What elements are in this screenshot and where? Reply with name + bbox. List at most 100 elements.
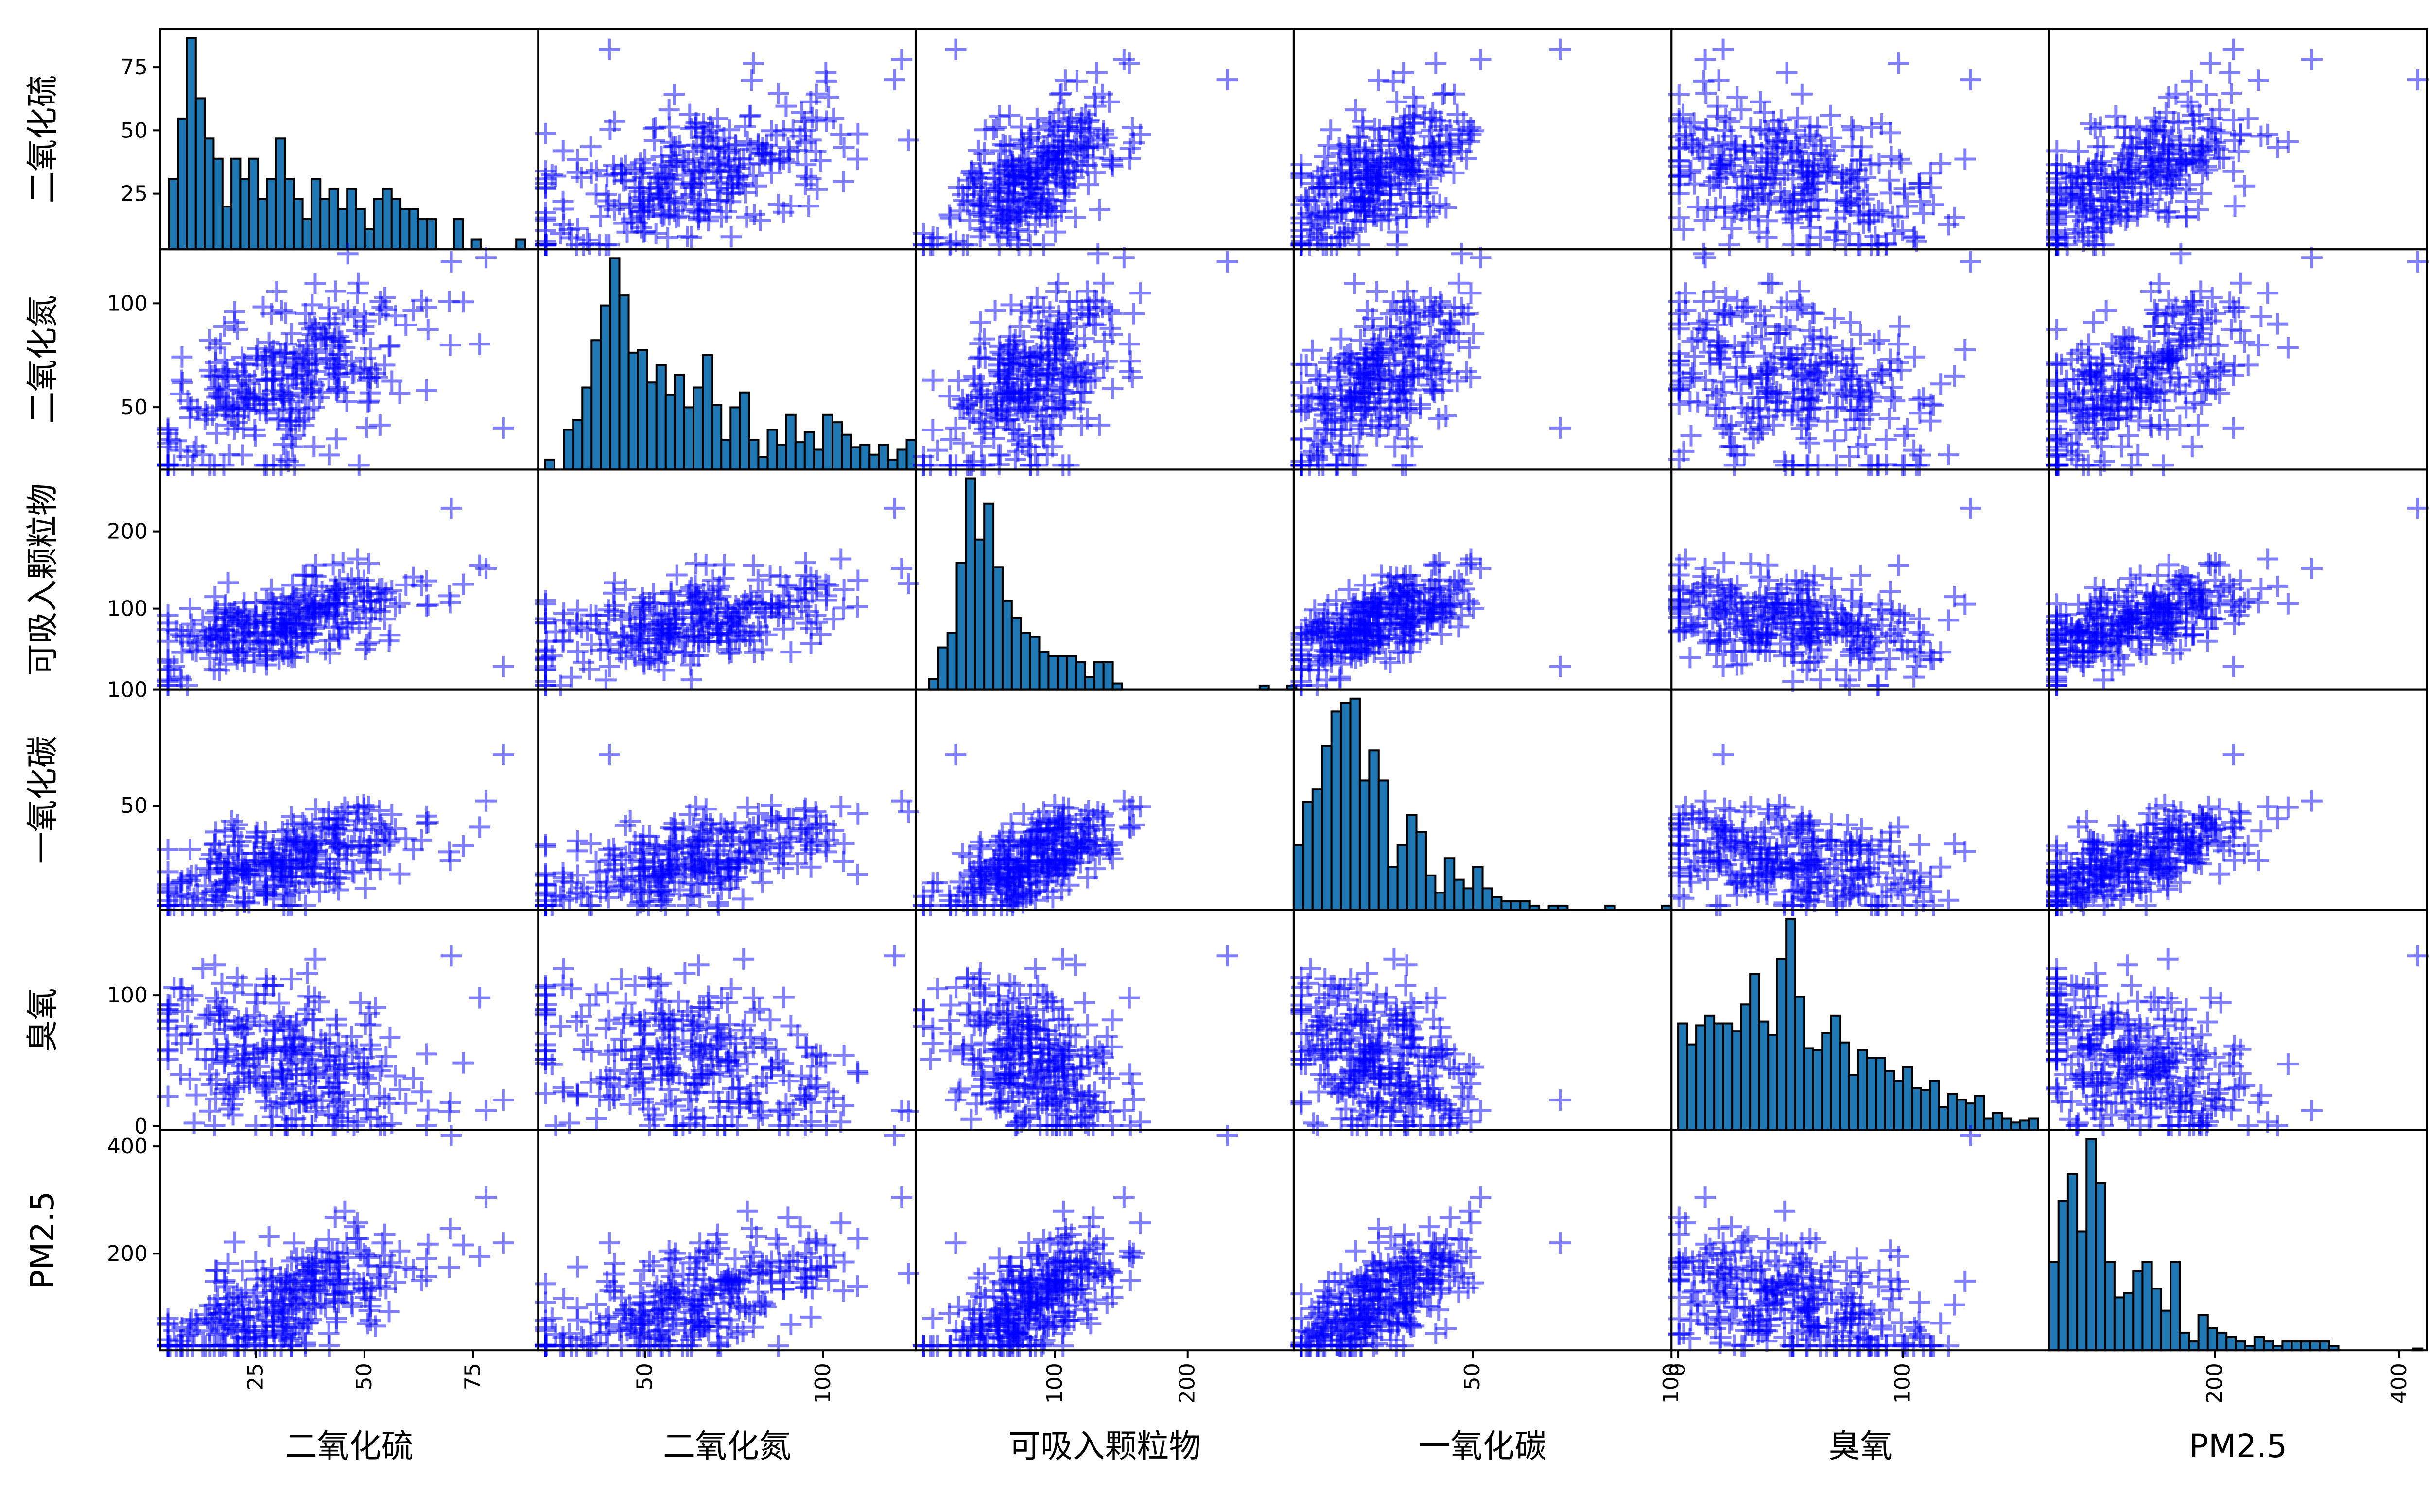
scatter-point [806, 178, 828, 200]
scatter-point [663, 84, 685, 105]
scatter-point [1342, 218, 1364, 240]
scatter-point [1010, 300, 1032, 322]
scatter-point [550, 223, 572, 244]
scatter-point [1884, 390, 1906, 412]
scatter-point [452, 573, 474, 595]
scatter-point [1888, 554, 1909, 576]
scatter-point [1798, 154, 1820, 176]
scatter-point [2230, 272, 2252, 294]
scatter-point [986, 177, 1007, 199]
scatter-point [800, 129, 822, 151]
histogram-bar [346, 188, 357, 251]
scatter-point [1456, 361, 1477, 382]
scatter-point [209, 333, 231, 355]
scatter-point [1102, 155, 1124, 177]
histogram-bar [301, 218, 312, 251]
scatter-point [1954, 148, 1976, 170]
histogram-bar [887, 458, 899, 471]
scatter-point [2181, 436, 2203, 458]
scatter-point [1863, 333, 1885, 355]
panel-2-1 [535, 468, 920, 696]
scatter-point [1402, 159, 1424, 181]
scatter-point [1062, 159, 1084, 181]
scatter-point [1693, 243, 1715, 265]
panel-1-2 [913, 243, 1295, 476]
histogram-bar [1001, 600, 1013, 691]
scatter-point [1823, 430, 1845, 452]
scatter-point [1930, 153, 1952, 175]
scatter-point [973, 422, 995, 444]
scatter-point [1077, 174, 1099, 196]
scatter-point [2257, 282, 2279, 304]
scatter-point [595, 234, 617, 256]
scatter-point [1044, 166, 1066, 188]
scatter-point [1840, 311, 1861, 333]
scatter-point [369, 414, 391, 436]
scatter-point [2152, 122, 2174, 144]
scatter-point [469, 333, 491, 355]
scatter-point [1119, 137, 1141, 159]
scatter-point [685, 552, 707, 574]
scatter-point [1835, 669, 1857, 691]
scatter-point [1693, 291, 1715, 312]
scatter-point [2113, 176, 2135, 198]
scatter-point [749, 209, 771, 231]
histogram-bar [337, 208, 348, 251]
scatter-point [1712, 38, 1734, 60]
scatter-point [1382, 70, 1404, 92]
scatter-point [1721, 218, 1743, 240]
histogram-bar [417, 218, 429, 251]
scatter-point [2170, 243, 2192, 265]
scatter-point [2230, 123, 2252, 145]
scatter-point [1393, 117, 1415, 138]
scatter-point [356, 417, 378, 439]
scatter-point [1338, 136, 1360, 158]
scatter-point [1736, 402, 1758, 424]
scatter-point [1042, 190, 1064, 212]
scatter-point [2086, 152, 2108, 174]
scatter-point [1750, 300, 1771, 322]
scatter-point [1679, 162, 1701, 184]
scatter-point [1424, 109, 1446, 131]
scatter-point [2234, 331, 2256, 353]
scatter-point [275, 302, 297, 324]
scatter-point [791, 102, 813, 123]
scatter-point [884, 69, 905, 91]
scatter-point [810, 150, 832, 172]
scatter-point [492, 417, 514, 439]
scatter-point [1102, 378, 1124, 399]
scatter-point [615, 169, 637, 191]
scatter-point [830, 548, 852, 570]
histogram-bar [859, 444, 871, 471]
scatter-point [1909, 608, 1930, 630]
scatter-point [956, 234, 978, 256]
scatter-point [2083, 311, 2104, 333]
scatter-point [1750, 91, 1771, 113]
scatter-point [1857, 184, 1878, 206]
scatter-point [818, 86, 840, 108]
scatter-point [1875, 429, 1897, 450]
scatter-point [677, 225, 698, 247]
scatter-point [680, 118, 702, 139]
scatter-point [628, 177, 650, 199]
scatter-point [1320, 119, 1342, 141]
scatter-point [604, 110, 625, 132]
histogram-bar [878, 444, 889, 471]
scatter-point [1423, 195, 1444, 217]
scatter-point [1731, 166, 1753, 188]
panel-0-2 [913, 28, 1295, 256]
scatter-point [948, 370, 970, 392]
scatter-point [1706, 95, 1728, 117]
scatter-point [989, 105, 1010, 127]
scatter-point [939, 454, 961, 476]
scatter-point [1903, 227, 1925, 249]
histogram-bar [600, 304, 611, 471]
histogram-bar [168, 178, 179, 251]
histogram-bar [194, 97, 206, 251]
scatter-point [590, 206, 611, 227]
scatter-point [416, 379, 437, 401]
scatter-point [179, 839, 201, 860]
scatter-point [171, 346, 193, 368]
scatter-point [1058, 454, 1080, 476]
scatter-point [595, 669, 617, 691]
